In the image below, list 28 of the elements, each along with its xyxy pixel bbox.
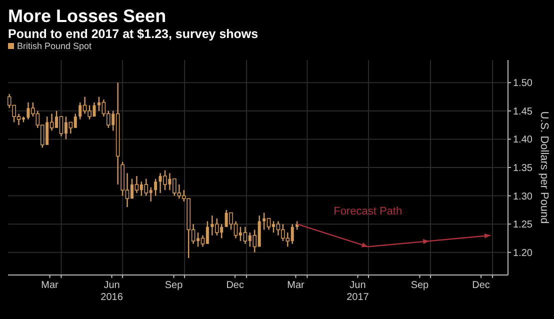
y-axis-title: U.S. Dollars per Pound — [538, 111, 550, 224]
candlestick — [144, 178, 148, 196]
x-tick-label: Mar — [287, 280, 306, 291]
y-tick-label: 1.45 — [513, 106, 533, 118]
y-tick-label: 1.20 — [513, 248, 533, 259]
annotation: Forecast Path — [334, 206, 402, 218]
x-tick-label: Mar — [41, 280, 60, 291]
chart-subtitle: Pound to end 2017 at $1.23, survey shows — [8, 27, 258, 41]
x-tick-label: Sep — [164, 280, 184, 291]
x-tick-label: Dec — [226, 280, 244, 291]
y-tick-label: 1.50 — [513, 78, 533, 90]
x-tick-label: Jun 2017 — [346, 280, 370, 303]
y-tick-label: 1.35 — [513, 163, 533, 174]
x-tick-label: Jun 2016 — [100, 280, 124, 303]
legend-label: British Pound Spot — [17, 41, 92, 51]
line-series — [296, 223, 492, 248]
y-tick-label: 1.25 — [513, 220, 533, 231]
candlestick — [59, 116, 64, 137]
chart-title: More Losses Seen — [8, 6, 166, 26]
candlestick — [266, 218, 271, 230]
x-tick-label: Sep — [410, 280, 430, 291]
candlestick — [163, 170, 167, 191]
y-tick-label: 1.40 — [513, 134, 533, 146]
y-tick-label: 1.30 — [513, 191, 533, 202]
candlestick — [243, 226, 248, 244]
candlestick — [214, 218, 219, 236]
x-tick-label: Dec — [472, 280, 490, 291]
candlestick — [154, 178, 158, 196]
